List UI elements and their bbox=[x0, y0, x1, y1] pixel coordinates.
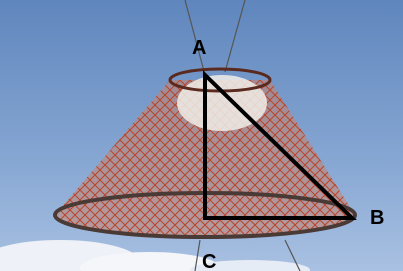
label-b: B bbox=[370, 207, 384, 229]
photo: A B C bbox=[0, 0, 403, 271]
label-a: A bbox=[192, 37, 206, 59]
label-c: C bbox=[202, 251, 216, 271]
